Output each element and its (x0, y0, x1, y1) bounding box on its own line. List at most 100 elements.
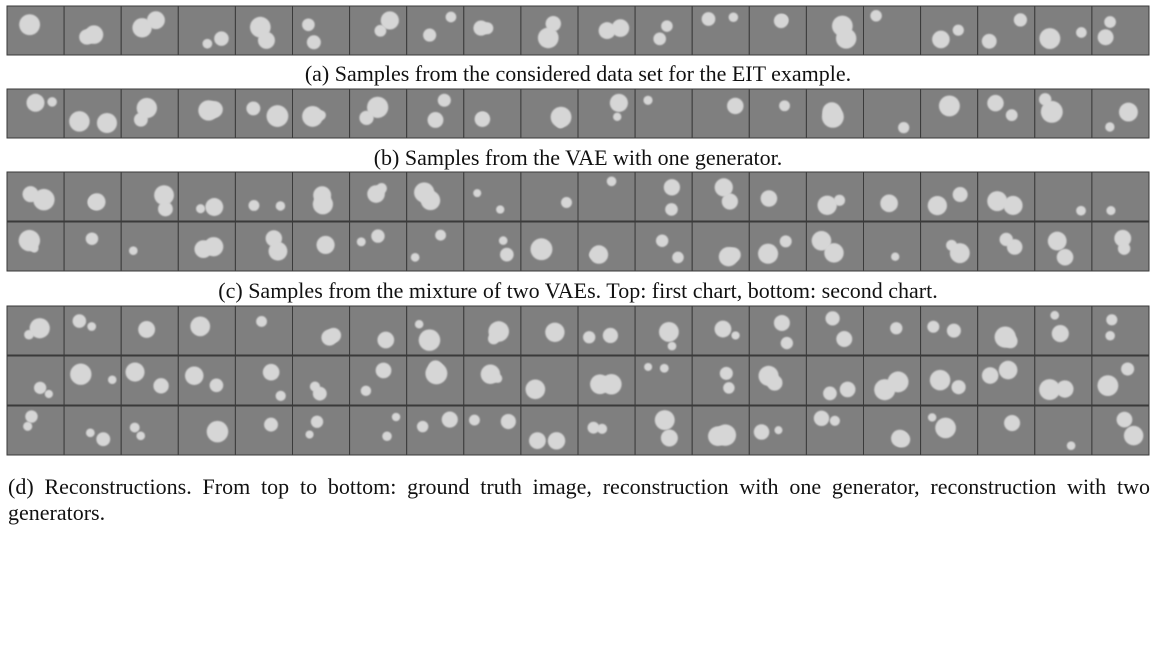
image-tile (178, 406, 235, 455)
image-tile (921, 306, 978, 355)
inclusion (1039, 93, 1051, 105)
tile-background (235, 172, 292, 221)
image-tile (749, 6, 806, 55)
tile-background (978, 172, 1035, 221)
inclusion (438, 94, 451, 107)
inclusion (477, 112, 489, 124)
image-tile (235, 89, 292, 138)
inclusion (1048, 232, 1067, 251)
image-tile (293, 89, 350, 138)
tile-background (921, 6, 978, 55)
tile-background (121, 356, 178, 405)
image-row (7, 6, 1149, 55)
inclusion (423, 29, 436, 42)
inclusion (210, 378, 224, 392)
image-tile (350, 356, 407, 405)
inclusion (529, 432, 546, 449)
inclusion (1067, 441, 1076, 450)
inclusion (982, 34, 997, 49)
image-row (7, 89, 1149, 138)
image-tile (635, 222, 692, 271)
inclusion (672, 252, 684, 264)
inclusion (818, 196, 837, 215)
inclusion (129, 246, 138, 255)
inclusion (1104, 16, 1116, 28)
inclusion (888, 371, 909, 392)
inclusion (1117, 412, 1133, 428)
image-tile (121, 356, 178, 405)
image-tile (178, 6, 235, 55)
image-tile (293, 406, 350, 455)
inclusion (481, 22, 493, 34)
image-tile (7, 172, 64, 221)
tile-background (692, 222, 749, 271)
tile-background (350, 306, 407, 355)
inclusion (655, 410, 675, 430)
image-tile (749, 89, 806, 138)
image-tile (806, 406, 863, 455)
inclusion (307, 35, 321, 49)
caption: (a) Samples from the considered data set… (0, 61, 1156, 87)
tile-background (235, 406, 292, 455)
image-tile (921, 89, 978, 138)
image-tile (464, 89, 521, 138)
image-tile (578, 306, 635, 355)
image-tile (921, 172, 978, 221)
tile-background (350, 406, 407, 455)
tile-background (521, 172, 578, 221)
image-tile (121, 406, 178, 455)
inclusion (488, 333, 499, 344)
tile-background (578, 172, 635, 221)
tile-background (464, 172, 521, 221)
inclusion (153, 378, 168, 393)
image-tile (407, 89, 464, 138)
image-tile (178, 172, 235, 221)
tile-background (692, 6, 749, 55)
inclusion (185, 366, 203, 384)
inclusion (664, 179, 680, 195)
tile-background (464, 89, 521, 138)
inclusion (361, 386, 371, 396)
inclusion (248, 200, 259, 211)
image-row (7, 356, 1149, 405)
inclusion (190, 316, 210, 336)
inclusion (357, 237, 366, 246)
inclusion (446, 12, 457, 23)
inclusion (250, 17, 271, 38)
image-tile (578, 222, 635, 271)
image-tile (350, 222, 407, 271)
inclusion (774, 14, 788, 28)
image-tile (464, 6, 521, 55)
inclusion (723, 382, 734, 393)
tile-background (635, 172, 692, 221)
inclusion (158, 202, 173, 217)
inclusion (125, 363, 144, 382)
inclusion (30, 318, 50, 338)
image-tile (121, 306, 178, 355)
inclusion (1056, 380, 1073, 397)
tile-background (521, 406, 578, 455)
inclusion (359, 111, 373, 125)
image-tile (1035, 222, 1092, 271)
image-tile (864, 222, 921, 271)
image-tile (749, 306, 806, 355)
inclusion (947, 324, 961, 338)
image-tile (7, 89, 64, 138)
inclusion (812, 231, 832, 251)
image-tile (64, 6, 121, 55)
image-tile (978, 306, 1035, 355)
inclusion (1106, 314, 1117, 325)
image-tile (692, 222, 749, 271)
tile-background (578, 89, 635, 138)
image-tile (64, 356, 121, 405)
inclusion (469, 415, 480, 426)
image-tile (692, 406, 749, 455)
inclusion (203, 39, 213, 49)
tile-background (1035, 406, 1092, 455)
inclusion (660, 364, 669, 373)
inclusion (23, 422, 32, 431)
image-tile (635, 406, 692, 455)
inclusion (656, 235, 668, 247)
tile-background (1092, 6, 1149, 55)
inclusion (779, 100, 790, 111)
